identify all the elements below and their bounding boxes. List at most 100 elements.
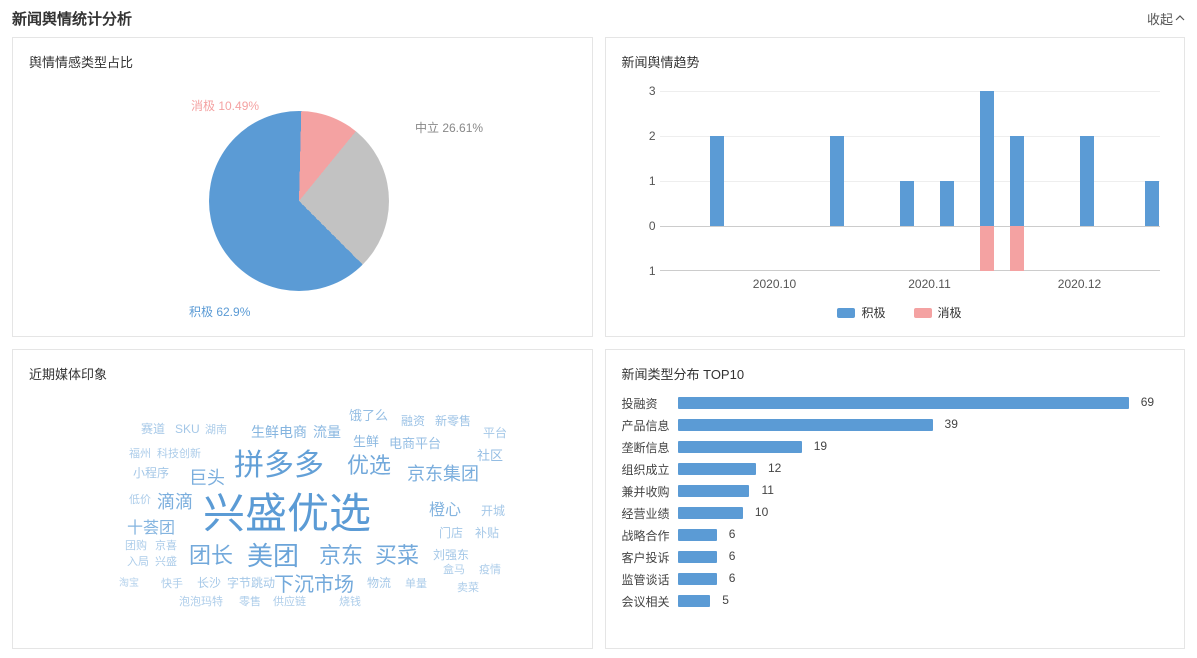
collapse-toggle[interactable]: 收起: [1147, 9, 1185, 28]
cloud-word: 福州: [129, 449, 151, 460]
hbar-row: 垄断信息19: [622, 437, 1169, 457]
legend-label: 消极: [938, 304, 962, 321]
bar-positive: [1080, 136, 1094, 226]
hbar-label: 监管谈话: [622, 571, 678, 588]
bar-positive: [980, 91, 994, 226]
cloud-word: 烧钱: [339, 597, 361, 608]
cloud-word: 泡泡玛特: [179, 597, 223, 608]
cloud-word: 京东集团: [407, 465, 479, 483]
hbar-row: 监管谈话 6: [622, 569, 1169, 589]
hbar-fill: [678, 595, 711, 607]
cloud-word: SKU: [175, 423, 200, 435]
cloud-word: 低价: [129, 495, 151, 506]
hbar-value: 69: [1141, 395, 1154, 409]
word-cloud: 兴盛优选拼多多美团下沉市场团长京东买菜优选京东集团滴滴巨头十荟团橙心生鲜电商流量…: [29, 393, 576, 633]
hbar-value: 6: [729, 571, 736, 585]
hbar-fill: [678, 463, 756, 475]
cloud-word: 入局: [127, 557, 149, 568]
cloud-word: 淘宝: [119, 579, 139, 589]
hbar-row: 战略合作6: [622, 525, 1169, 545]
hbar-fill: [678, 551, 717, 563]
cloud-word: 供应链: [273, 597, 306, 608]
y-tick: 1: [638, 174, 656, 188]
cloud-word: 橙心: [429, 503, 461, 519]
hbar-label: 客户投诉: [622, 549, 678, 566]
hbar-row: 兼并收购11: [622, 481, 1169, 501]
cloud-word: 字节跳动: [227, 577, 275, 589]
cloud-word: 科技创新: [157, 449, 201, 460]
bar-positive: [710, 136, 724, 226]
hbar-fill: [678, 419, 933, 431]
y-tick: 1: [638, 264, 656, 278]
wordcloud-card: 近期媒体印象 兴盛优选拼多多美团下沉市场团长京东买菜优选京东集团滴滴巨头十荟团橙…: [12, 349, 593, 649]
cloud-word: 团长: [189, 545, 233, 567]
cloud-word: 疫情: [479, 565, 501, 576]
cloud-word: 开城: [481, 505, 505, 517]
cloud-word: 下沉市场: [274, 575, 354, 595]
cloud-word: 十荟团: [127, 521, 175, 537]
cloud-word: 湖南: [205, 425, 227, 436]
x-label: 2020.12: [1058, 277, 1101, 291]
hbar-value: 19: [814, 439, 827, 453]
cloud-word: 兴盛: [155, 557, 177, 568]
pie-chart: 消极 10.49% 中立 26.61% 积极 62.9%: [29, 81, 576, 321]
cloud-word: 兴盛优选: [203, 493, 371, 535]
legend-item: 积极: [837, 304, 885, 321]
hbar-value: 10: [755, 505, 768, 519]
y-tick: 2: [638, 129, 656, 143]
cloud-word: 平台: [483, 427, 507, 439]
cloud-word: 京东: [319, 545, 363, 567]
legend-label: 积极: [861, 304, 885, 321]
cloud-word: 单量: [405, 579, 427, 590]
cloud-word: 流量: [313, 425, 341, 439]
card-title: 新闻类型分布 TOP10: [622, 364, 1169, 383]
hbar-fill: [678, 397, 1129, 409]
hbar-row: 客户投诉6: [622, 547, 1169, 567]
hbar-fill: [678, 441, 802, 453]
hbar-fill: [678, 507, 743, 519]
cloud-word: 生鲜: [353, 435, 379, 448]
hbar-value: 12: [768, 461, 781, 475]
cloud-word: 社区: [477, 449, 503, 462]
chevron-up-icon: [1175, 11, 1185, 26]
cloud-word: 京喜: [155, 541, 177, 552]
cloud-word: 巨头: [189, 469, 225, 487]
cloud-word: 赛道: [141, 423, 165, 435]
cloud-word: 门店: [439, 527, 463, 539]
pie-graphic: [209, 111, 389, 291]
hbar-label: 兼并收购: [622, 483, 678, 500]
hbar-value: 5: [722, 593, 729, 607]
hbar-value: 39: [945, 417, 958, 431]
cloud-word: 零售: [239, 597, 261, 608]
collapse-label: 收起: [1147, 9, 1173, 28]
hbar-label: 产品信息: [622, 417, 678, 434]
y-tick: 3: [638, 84, 656, 98]
y-tick: 0: [638, 219, 656, 233]
cloud-word: 团购: [125, 541, 147, 552]
x-label: 2020.11: [908, 277, 951, 291]
pie-label-neutral: 中立 26.61%: [415, 119, 483, 136]
cloud-word: 小程序: [133, 467, 169, 479]
cloud-word: 美团: [247, 543, 299, 569]
cloud-word: 物流: [367, 577, 391, 589]
hbar-label: 组织成立: [622, 461, 678, 478]
trend-legend: 积极 消极: [630, 304, 1170, 321]
card-title: 舆情情感类型占比: [29, 52, 576, 71]
bar-negative: [980, 226, 994, 271]
bar-positive: [830, 136, 844, 226]
bar-negative: [1010, 226, 1024, 271]
hbar-row: 组织成立 12: [622, 459, 1169, 479]
card-title: 新闻舆情趋势: [622, 52, 1169, 71]
hbar-row: 会议相关5: [622, 591, 1169, 611]
legend-item: 消极: [914, 304, 962, 321]
cloud-word: 盒马: [443, 565, 465, 576]
card-title: 近期媒体印象: [29, 364, 576, 383]
hbar-row: 投融资69: [622, 393, 1169, 413]
legend-swatch: [837, 308, 855, 318]
sentiment-pie-card: 舆情情感类型占比 消极 10.49% 中立 26.61% 积极 62.9%: [12, 37, 593, 337]
hbar-fill: [678, 573, 717, 585]
bar-positive: [1010, 136, 1024, 226]
cloud-word: 快手: [161, 579, 183, 590]
hbar-value: 6: [729, 527, 736, 541]
hbar-chart: 投融资69产品信息39垄断信息19组织成立12兼并收购11经营业绩10战略合作6…: [622, 393, 1169, 611]
